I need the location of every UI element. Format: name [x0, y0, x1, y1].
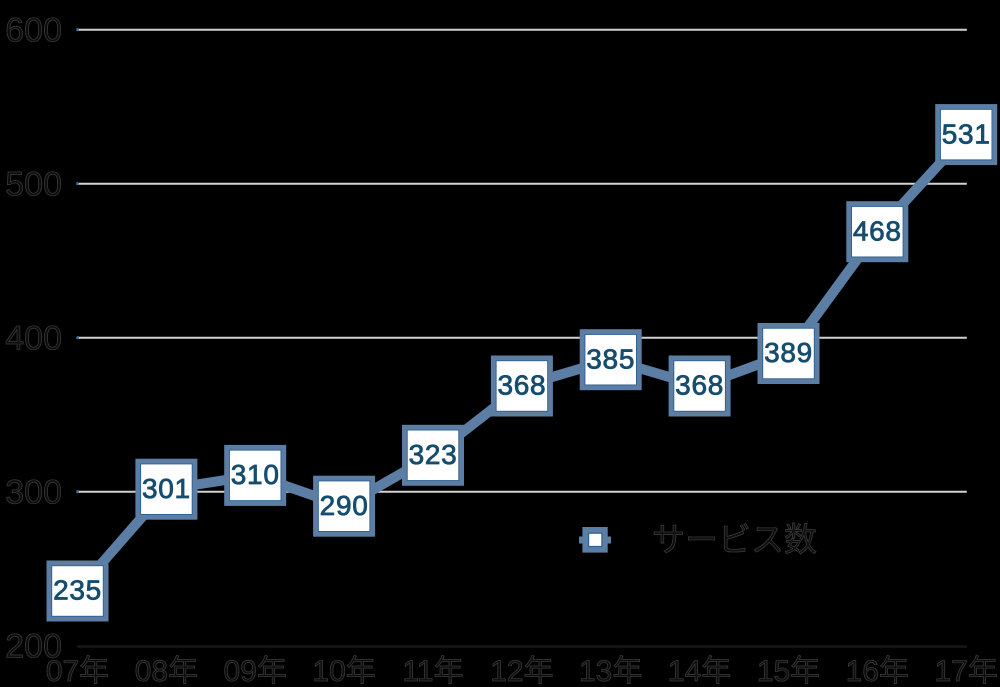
svg-text:531: 531 [942, 118, 991, 149]
svg-text:300: 300 [5, 474, 62, 512]
svg-text:16年: 16年 [846, 655, 909, 687]
svg-text:13年: 13年 [579, 655, 642, 687]
svg-text:500: 500 [5, 166, 62, 204]
svg-text:368: 368 [675, 370, 724, 401]
svg-text:389: 389 [764, 337, 813, 368]
svg-text:サービス数: サービス数 [652, 521, 817, 558]
svg-text:15年: 15年 [757, 655, 820, 687]
svg-text:07年: 07年 [46, 655, 109, 687]
svg-text:400: 400 [5, 320, 62, 358]
svg-text:600: 600 [5, 12, 62, 50]
svg-text:09年: 09年 [224, 655, 287, 687]
svg-text:323: 323 [409, 439, 458, 470]
svg-text:200: 200 [5, 628, 62, 666]
svg-text:290: 290 [320, 490, 369, 521]
svg-text:17年: 17年 [935, 655, 998, 687]
svg-text:10年: 10年 [312, 655, 375, 687]
svg-text:235: 235 [53, 575, 102, 606]
svg-text:12年: 12年 [490, 655, 553, 687]
svg-text:14年: 14年 [668, 655, 731, 687]
svg-text:385: 385 [586, 343, 635, 374]
svg-text:368: 368 [497, 370, 546, 401]
svg-text:11年: 11年 [402, 655, 463, 687]
svg-text:08年: 08年 [135, 655, 198, 687]
svg-text:468: 468 [853, 215, 902, 246]
svg-text:301: 301 [142, 473, 191, 504]
svg-text:310: 310 [231, 459, 280, 490]
